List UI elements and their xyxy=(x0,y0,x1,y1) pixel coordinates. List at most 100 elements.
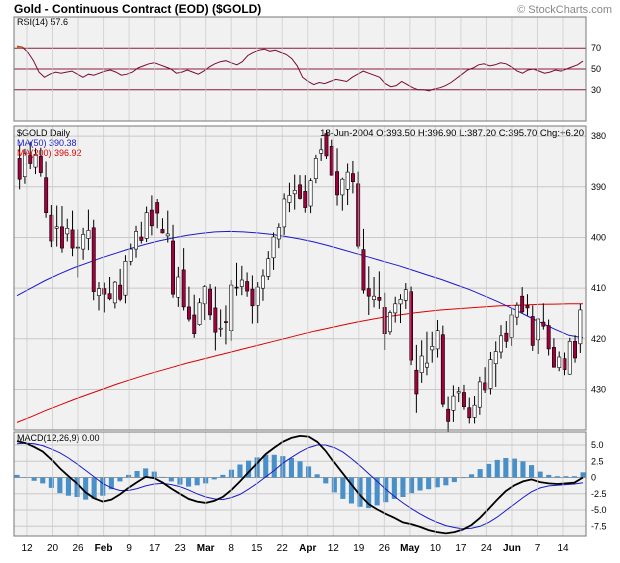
panel-border xyxy=(13,125,587,431)
candle-down xyxy=(213,307,218,333)
macd-histogram-bar xyxy=(563,476,569,478)
macd-tick-label: 0 xyxy=(591,473,596,483)
macd-tick-label: 2.5 xyxy=(591,456,604,466)
candle-down xyxy=(250,288,255,307)
panel-border xyxy=(13,16,587,122)
candle-down xyxy=(187,306,191,320)
macd-histogram-bar xyxy=(288,458,294,478)
macd-histogram-bar xyxy=(100,477,106,496)
candle-up xyxy=(33,154,38,168)
macd-histogram-bar xyxy=(520,461,526,478)
macd-ticks: 5.0 2.5 0 -2.5 -5.0 -7.5 xyxy=(591,440,607,531)
candle-up xyxy=(536,318,541,341)
x-tick-label: Feb xyxy=(95,543,113,554)
candle-down xyxy=(234,286,239,289)
macd-histogram-bar xyxy=(571,476,577,478)
candle-down xyxy=(91,227,96,292)
candle-down xyxy=(102,288,107,295)
x-tick-label: 20 xyxy=(47,543,59,554)
macd-histogram-bar xyxy=(554,476,560,478)
candle-up xyxy=(123,260,128,296)
macd-line xyxy=(16,434,584,535)
x-tick-label: 12 xyxy=(328,543,340,554)
candle-down xyxy=(335,171,339,196)
macd-histogram-bar xyxy=(374,477,380,506)
macd-label: MACD(12,26,9) 0.00 xyxy=(17,433,100,443)
candle-down xyxy=(446,408,451,422)
macd-histogram-bar xyxy=(511,458,517,478)
macd-histogram-bar xyxy=(14,474,20,478)
candle-up xyxy=(393,303,398,314)
macd-histogram-bar xyxy=(168,477,174,482)
candle-down xyxy=(520,295,525,313)
candle-down xyxy=(530,316,535,346)
macd-histogram-bar xyxy=(460,477,466,479)
candle-down xyxy=(59,226,64,249)
candle-down xyxy=(546,325,551,350)
macd-histogram-bar xyxy=(443,477,449,486)
candle-down xyxy=(551,347,556,368)
candle-down xyxy=(504,332,509,342)
x-tick-label: 7 xyxy=(535,543,541,554)
macd-tick-label: 5.0 xyxy=(591,440,604,450)
candle-up xyxy=(176,276,181,298)
price-tick-label: 390 xyxy=(591,182,606,192)
candle-down xyxy=(414,369,419,395)
macd-histogram-bar xyxy=(494,459,500,478)
macd-histogram-bar xyxy=(529,465,535,478)
candle-up xyxy=(255,286,260,306)
x-tick-label: 26 xyxy=(72,543,84,554)
quote-line: 18-Jun-2004 O:393.50 H:396.90 L:387.20 C… xyxy=(320,128,584,139)
rsi-marks xyxy=(16,45,584,92)
price-tick-label: 400 xyxy=(591,232,606,242)
macd-histogram-bar xyxy=(451,477,457,483)
rsi-grid xyxy=(14,47,586,91)
macd-histogram-bar xyxy=(271,454,277,478)
candle-down xyxy=(70,229,75,249)
macd-histogram-bar xyxy=(237,464,243,478)
macd-histogram-bar xyxy=(23,477,29,478)
x-tick-label: 9 xyxy=(126,543,132,554)
candle-down xyxy=(181,269,186,308)
rsi-label: RSI(14) 57.6 xyxy=(17,17,68,27)
rsi-tick-label: 30 xyxy=(591,85,601,95)
candle-up xyxy=(319,149,324,154)
symbol-label: $GOLD Daily xyxy=(17,128,71,138)
candle-up xyxy=(488,359,493,389)
rsi-panel: 70 50 30 RSI(14) 57.6 xyxy=(13,16,601,122)
macd-histogram-bar xyxy=(366,477,372,509)
rsi-ticks: 70 50 30 xyxy=(591,43,601,95)
x-tick-label: Mar xyxy=(197,543,215,554)
macd-histogram-bar xyxy=(117,477,123,482)
candle-up xyxy=(435,330,440,350)
candle-up xyxy=(202,286,207,305)
candle-up xyxy=(287,195,292,203)
candle-down xyxy=(467,407,472,419)
macd-histogram-bar xyxy=(323,477,329,484)
candle-down xyxy=(160,229,165,234)
macd-histogram-bar xyxy=(143,468,149,478)
macd-histogram-bar xyxy=(48,477,54,488)
candle-down xyxy=(541,321,546,327)
candle-up xyxy=(134,231,138,250)
macd-histogram-bar xyxy=(160,476,166,478)
candle-up xyxy=(292,190,297,195)
macd-histogram-bar xyxy=(40,477,46,484)
candle-down xyxy=(28,155,33,164)
candle-up xyxy=(65,228,70,235)
macd-histogram-bar xyxy=(306,466,312,478)
macd-histogram-bar xyxy=(400,477,406,497)
candle-up xyxy=(308,180,313,207)
candle-up xyxy=(282,198,287,228)
macd-histogram-bar xyxy=(537,471,543,478)
macd-histogram-bar xyxy=(280,456,286,478)
candle-down xyxy=(17,158,22,180)
macd-histogram-bar xyxy=(108,477,114,490)
macd-panel-frame xyxy=(13,431,587,537)
x-axis: 12 20 26 Feb 9 17 23 Mar 8 15 22 Apr 12 19 26 May 10 17 24… xyxy=(21,17,569,554)
macd-histogram-bar xyxy=(391,477,397,499)
candle-up xyxy=(472,404,477,418)
candle-down xyxy=(107,293,112,300)
macd-histogram-bar xyxy=(74,477,80,497)
